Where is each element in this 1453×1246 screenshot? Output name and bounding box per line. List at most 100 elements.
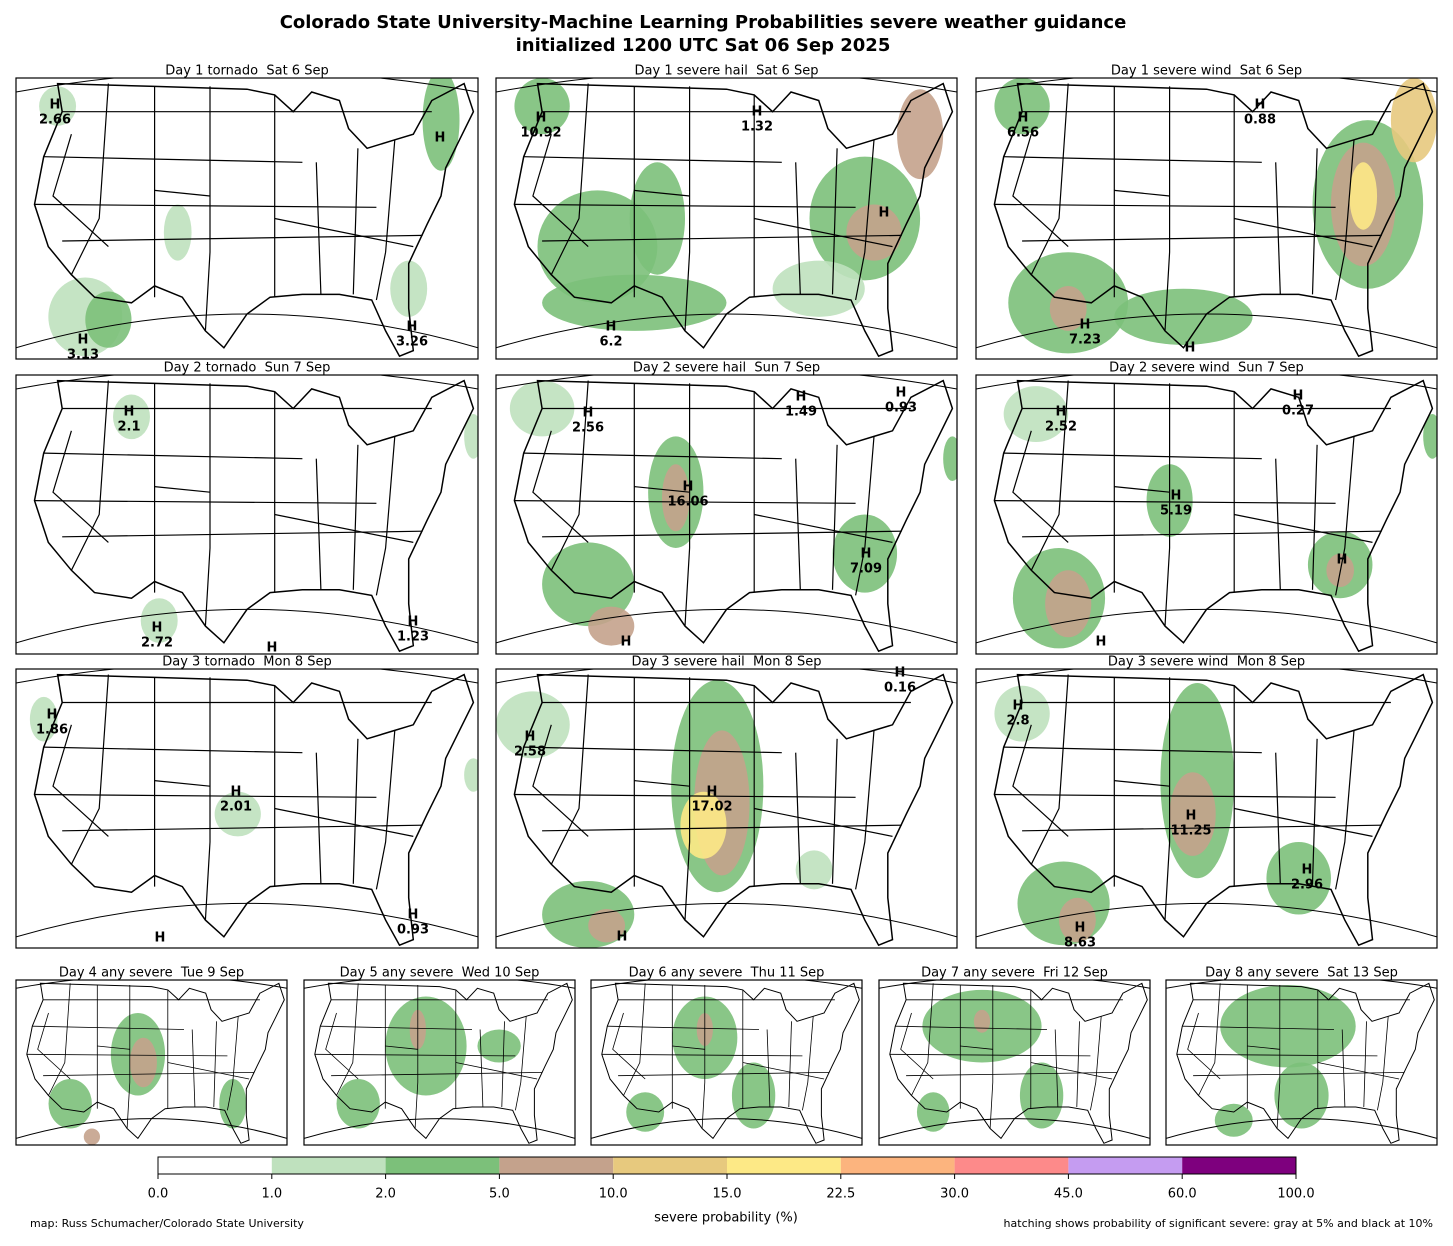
state-border: [634, 189, 690, 197]
high-value: 7.23: [1069, 333, 1101, 348]
high-marker: H: [1255, 98, 1266, 113]
state-border: [601, 1053, 803, 1057]
state-border: [213, 1021, 217, 1108]
high-marker: H: [861, 547, 872, 562]
panel-title: Day 7 any severe Fri 12 Sep: [921, 966, 1108, 981]
state-border: [550, 83, 589, 275]
high-marker: H: [435, 131, 446, 146]
state-border: [532, 134, 589, 248]
probability-area: [542, 274, 727, 331]
high-marker: H: [752, 105, 763, 120]
state-border: [315, 162, 322, 295]
panel-title: Day 5 any severe Wed 10 Sep: [340, 966, 540, 981]
state-border: [1311, 148, 1318, 295]
state-border: [352, 444, 359, 590]
state-border: [1003, 452, 1262, 460]
title: Colorado State University-Machine Learni…: [280, 12, 1127, 33]
state-border: [352, 148, 359, 295]
probability-area: [1349, 162, 1378, 230]
high-value: 6.56: [1007, 126, 1039, 141]
colorbar-tick-label: 5.0: [489, 1187, 510, 1202]
colorbar-tick-label: 22.5: [826, 1187, 855, 1202]
state-border: [1341, 1029, 1346, 1108]
state-border: [684, 86, 691, 331]
state-border: [1377, 1016, 1389, 1111]
latitude-line: [976, 669, 1437, 684]
latitude-line: [879, 1118, 1150, 1139]
probability-area: [477, 1029, 521, 1063]
colorbar-tick-label: 0.0: [148, 1187, 169, 1202]
high-marker: H: [407, 320, 418, 335]
state-border: [52, 430, 109, 543]
state-border: [911, 983, 934, 1096]
probability-area: [542, 542, 635, 627]
state-border: [1275, 752, 1281, 884]
map-panel: [976, 375, 1437, 654]
probability-area: [1169, 772, 1216, 856]
high-value: 1.49: [785, 405, 817, 420]
state-border: [1076, 1021, 1080, 1108]
probability-area: [514, 78, 570, 135]
state-border: [315, 752, 322, 884]
panel-frame: [975, 668, 1438, 949]
state-border: [754, 513, 893, 543]
probability-area: [772, 260, 865, 317]
state-border: [320, 1025, 473, 1030]
state-border: [97, 1045, 130, 1050]
state-border: [994, 500, 1336, 504]
state-border: [1054, 1029, 1059, 1108]
map-panel: [496, 78, 957, 359]
state-border: [515, 1016, 527, 1111]
probability-area: [626, 1092, 665, 1132]
state-border: [523, 452, 782, 460]
country-outline: [513, 673, 954, 947]
latitude-line: [879, 980, 1150, 989]
latitude-line: [304, 1118, 575, 1139]
panel-frame: [15, 979, 288, 1146]
country-outline: [993, 379, 1434, 653]
state-border: [795, 752, 801, 884]
state-border: [375, 139, 396, 301]
colorbar-tick-label: 45.0: [1054, 1187, 1083, 1202]
state-border: [70, 380, 109, 571]
panel-title: Day 3 severe wind Mon 8 Sep: [1108, 655, 1305, 670]
state-border: [994, 793, 1336, 798]
state-border: [514, 793, 856, 798]
state-border: [1234, 217, 1373, 248]
state-border: [514, 203, 856, 208]
high-marker: H: [1080, 318, 1091, 333]
panel-title: Day 2 tornado Sun 7 Sep: [164, 361, 331, 376]
state-border: [550, 380, 589, 571]
state-border: [274, 513, 414, 543]
state-border: [37, 1012, 71, 1080]
panel-frame: [15, 374, 479, 655]
probability-area: [588, 908, 626, 943]
latitude-line: [591, 980, 862, 989]
country-outline: [33, 673, 475, 947]
state-border: [1275, 162, 1281, 295]
state-border: [315, 458, 322, 590]
state-border: [43, 452, 303, 460]
country-outline: [993, 673, 1434, 947]
high-value: 6.2: [599, 335, 622, 350]
state-border: [742, 1062, 825, 1080]
panel-frame: [495, 668, 958, 949]
probability-area: [1003, 386, 1069, 442]
country-outline: [26, 982, 285, 1144]
probability-area: [994, 685, 1050, 742]
colorbar-tick-label: 2.0: [375, 1187, 396, 1202]
high-marker: H: [155, 931, 166, 946]
latitude-line: [976, 375, 1437, 390]
country-outline: [513, 82, 954, 358]
high-value: 2.8: [1006, 714, 1029, 729]
state-border: [274, 217, 414, 248]
state-border: [523, 156, 782, 163]
high-value: 0.27: [1282, 404, 1314, 419]
probability-area: [897, 89, 944, 180]
probability-area: [973, 1009, 991, 1033]
state-border: [1114, 780, 1170, 787]
high-marker: H: [707, 785, 718, 800]
high-marker: H: [621, 635, 632, 650]
state-border: [204, 677, 211, 921]
state-border: [1335, 139, 1355, 301]
